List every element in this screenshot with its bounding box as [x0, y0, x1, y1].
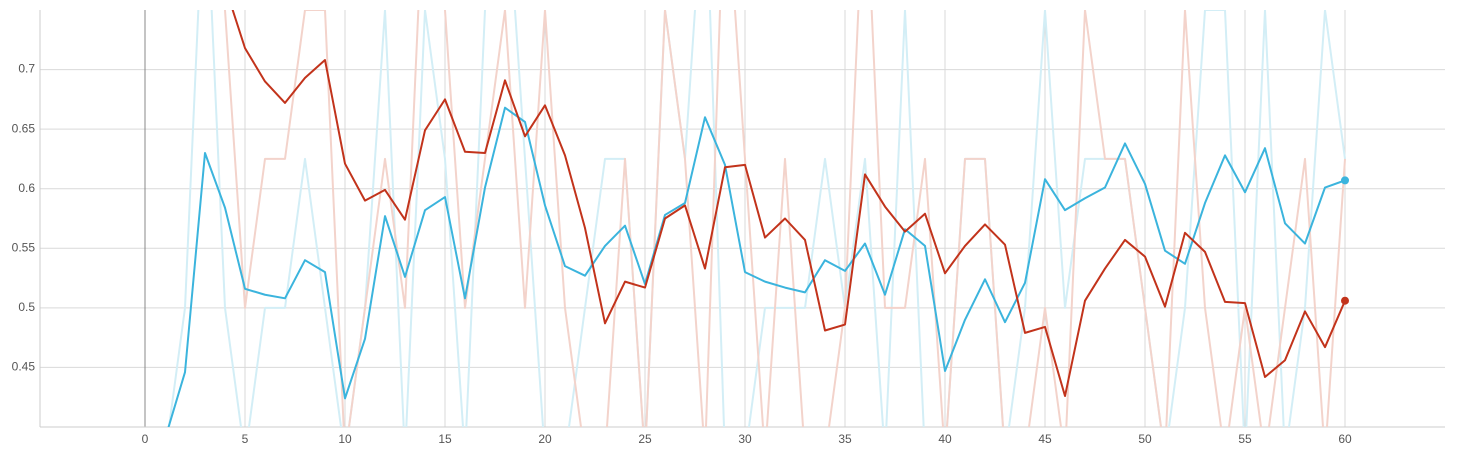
x-tick-label: 5: [242, 432, 249, 446]
y-tick-label: 0.7: [18, 62, 35, 76]
series-line: [167, 106, 1346, 427]
y-tick-label: 0.6: [18, 181, 35, 195]
y-tick-label: 0.55: [12, 240, 36, 254]
x-tick-label: 25: [638, 432, 652, 446]
labels: 0.45 0.5 0.55 0.6 0.65 0.7 0 5 10 15 20 25 30 35 40 45 5…: [12, 62, 1352, 446]
x-tick-label: 35: [838, 432, 852, 446]
x-tick-label: 60: [1338, 432, 1352, 446]
x-tick-label: 40: [938, 432, 952, 446]
y-tick-label: 0.65: [12, 121, 36, 135]
x-tick-label: 20: [538, 432, 552, 446]
y-tick-label: 0.5: [18, 300, 35, 314]
x-tick-label: 45: [1038, 432, 1052, 446]
plot-area: [167, 10, 1346, 427]
x-tick-label: 15: [438, 432, 452, 446]
end-marker: [1341, 296, 1349, 305]
series-line: [223, 10, 1346, 427]
x-tick-label: 10: [338, 432, 352, 446]
series-line: [231, 10, 1346, 398]
x-tick-label: 50: [1138, 432, 1152, 446]
x-tick-label: 0: [142, 432, 149, 446]
x-tick-label: 55: [1238, 432, 1252, 446]
end-marker: [1341, 176, 1349, 185]
x-tick-label: 30: [738, 432, 752, 446]
y-tick-label: 0.45: [12, 360, 36, 374]
